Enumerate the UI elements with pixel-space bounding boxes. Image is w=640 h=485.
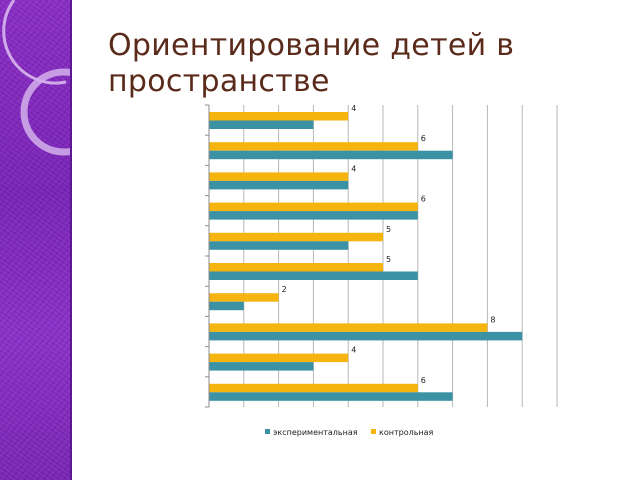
bar-control-10 — [209, 383, 418, 393]
bar-experimental-9 — [209, 362, 314, 371]
data-label-control-8: 8 — [490, 315, 495, 324]
chart-data-labels: 4 6 4 6 5 5 2 8 4 6 — [282, 104, 496, 385]
chart-bars — [209, 112, 523, 401]
bar-control-8 — [209, 323, 488, 332]
data-label-control-4: 6 — [421, 195, 426, 204]
legend-label-experimental: экспериментальная — [273, 428, 358, 437]
decorative-ring-top — [2, 0, 67, 85]
bar-control-1 — [209, 112, 349, 121]
bar-control-6 — [209, 263, 383, 272]
data-label-control-5: 5 — [386, 225, 391, 234]
data-label-control-6: 5 — [386, 255, 391, 264]
bar-experimental-10 — [209, 392, 453, 401]
band-edge — [70, 0, 72, 480]
bar-experimental-8 — [209, 331, 523, 341]
chart-axis — [205, 104, 210, 408]
chart-legend: экспериментальная контрольная — [265, 428, 434, 437]
bar-experimental-2 — [209, 150, 453, 160]
slide-title: Ориентирование детей в пространстве — [108, 28, 515, 99]
data-label-control-2: 6 — [421, 134, 426, 143]
bar-experimental-3 — [209, 180, 349, 190]
bar-control-7 — [209, 293, 279, 302]
bar-control-9 — [209, 353, 349, 363]
bar-experimental-1 — [209, 120, 314, 129]
legend-swatch-experimental — [265, 429, 270, 434]
data-label-control-3: 4 — [351, 164, 356, 173]
bar-control-2 — [209, 142, 418, 151]
bar-control-4 — [209, 202, 418, 212]
data-label-control-1: 4 — [351, 104, 356, 113]
legend-label-control: контрольная — [379, 428, 434, 437]
bar-control-5 — [209, 232, 383, 242]
data-label-control-7: 2 — [282, 285, 287, 294]
bar-experimental-7 — [209, 301, 244, 311]
bar-experimental-4 — [209, 211, 418, 220]
bar-experimental-5 — [209, 241, 349, 250]
legend-swatch-control — [371, 429, 376, 434]
data-label-control-9: 4 — [351, 346, 356, 355]
bar-experimental-6 — [209, 271, 418, 280]
data-label-control-10: 6 — [421, 376, 426, 385]
bar-control-3 — [209, 172, 349, 181]
